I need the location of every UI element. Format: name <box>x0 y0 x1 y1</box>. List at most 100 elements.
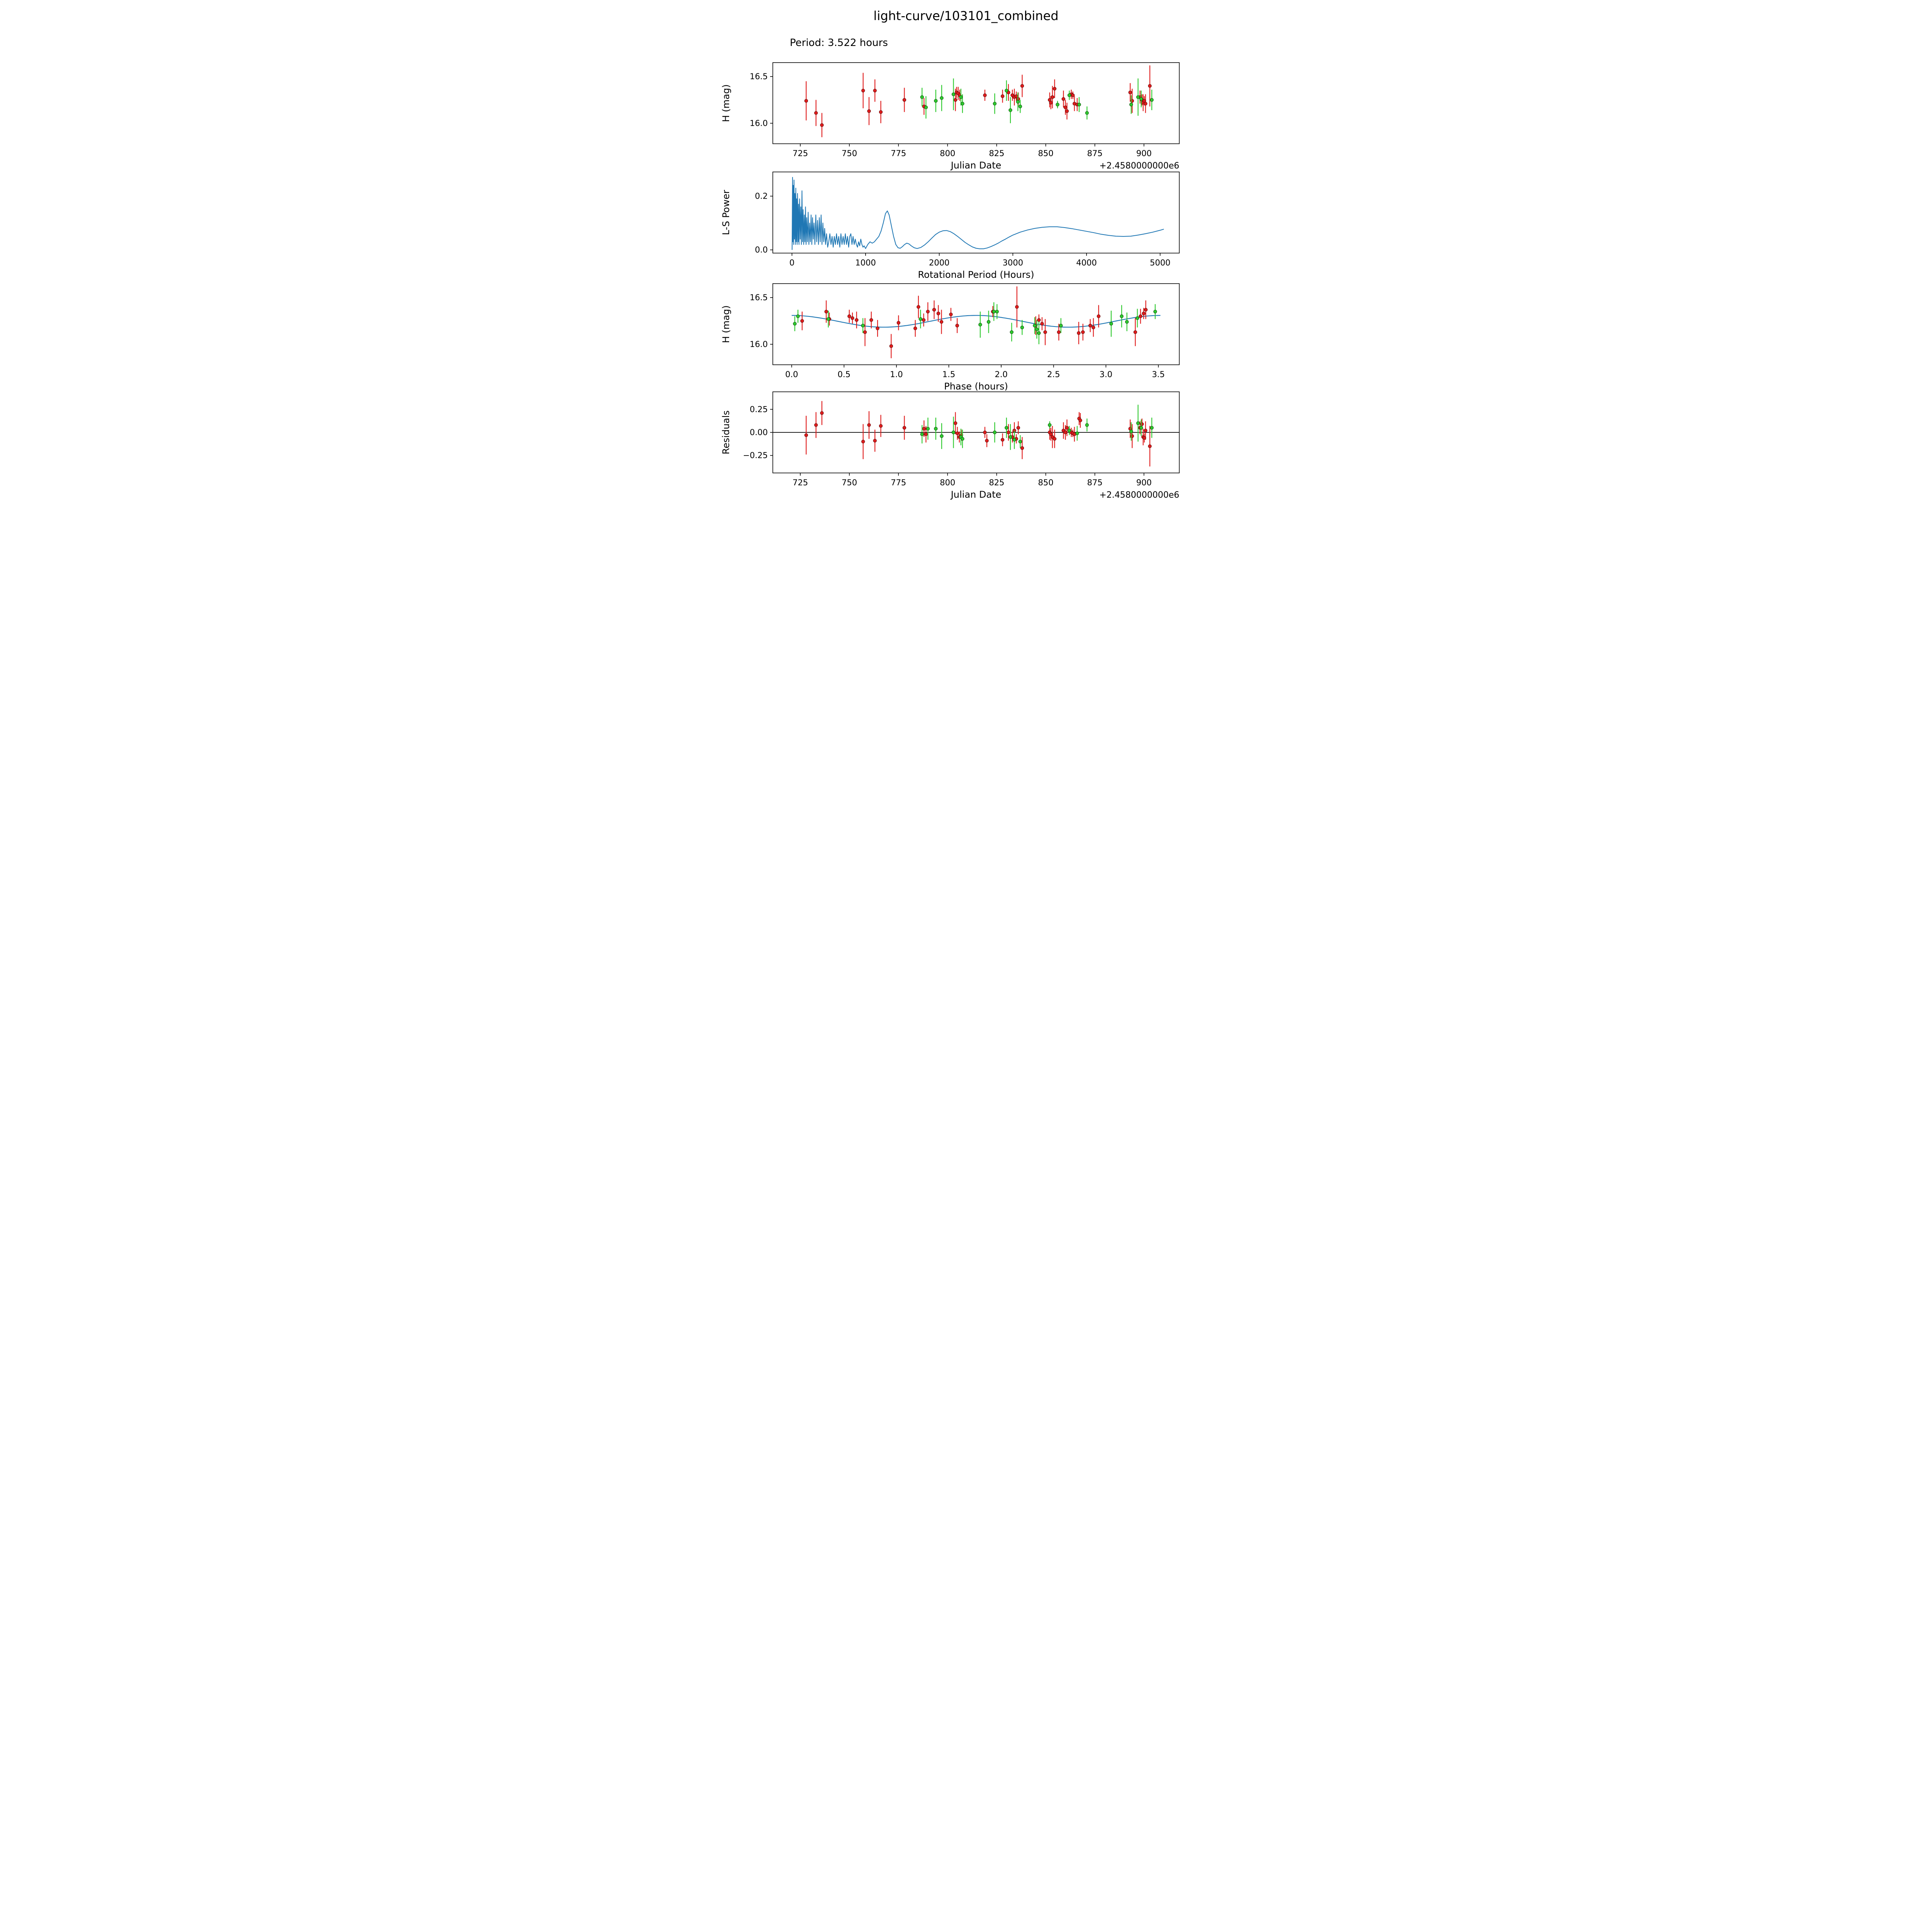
x-tick-label: 750 <box>842 478 857 487</box>
data-point <box>820 411 824 415</box>
plot-area <box>791 286 1161 359</box>
data-point <box>1097 314 1100 318</box>
data-point <box>873 439 877 443</box>
data-point <box>1143 102 1148 105</box>
data-point <box>847 314 851 318</box>
data-point <box>879 424 883 428</box>
data-point <box>993 430 997 434</box>
data-point <box>1049 101 1053 105</box>
y-tick-label: 16.0 <box>750 119 768 128</box>
data-point <box>804 433 808 437</box>
data-point <box>1050 95 1054 99</box>
data-point <box>953 98 957 102</box>
data-point <box>804 99 808 103</box>
y-axis: 16.0 16.5 <box>750 293 773 349</box>
data-point <box>1077 331 1081 335</box>
data-point <box>793 322 797 326</box>
data-point <box>1065 426 1069 430</box>
data-point <box>926 427 930 431</box>
data-point <box>879 110 883 114</box>
data-point <box>1085 111 1089 115</box>
residuals-plot: 725 750 775 800 825 850 875 900 −0.25 0.00 0.25 Jul… <box>721 391 1180 500</box>
x-tick-label: 825 <box>989 149 1004 158</box>
data-point <box>902 426 906 430</box>
data-point <box>861 323 865 328</box>
data-point <box>1144 308 1148 312</box>
data-point <box>1037 331 1041 335</box>
x-tick-label: 775 <box>891 478 906 487</box>
data-point <box>889 344 893 348</box>
data-point <box>1040 322 1044 326</box>
y-tick-label: 0.0 <box>755 245 768 255</box>
data-point <box>951 430 956 434</box>
data-point <box>1007 430 1010 434</box>
plot-area <box>773 401 1179 467</box>
x-axis-label: Phase (hours) <box>944 381 1008 392</box>
data-point <box>1014 94 1018 98</box>
data-point <box>827 317 830 321</box>
x-axis-offset-label: +2.4580000000e6 <box>1099 490 1179 500</box>
figure-title: light-curve/103101_combined <box>873 9 1059 23</box>
data-point <box>1035 327 1039 331</box>
data-point <box>1000 94 1005 98</box>
data-point <box>983 430 987 434</box>
y-axis-label: H (mag) <box>721 84 731 122</box>
data-point <box>873 88 877 93</box>
data-point <box>924 105 928 109</box>
x-tick-label: 0.0 <box>785 370 798 379</box>
x-tick-label: 1.5 <box>942 370 955 379</box>
data-point <box>1065 109 1069 113</box>
x-axis-label: Rotational Period (Hours) <box>918 269 1034 280</box>
data-point <box>1150 98 1154 102</box>
data-point <box>920 95 924 99</box>
data-point <box>1005 88 1009 93</box>
series-red <box>804 401 1152 467</box>
plot-area <box>804 65 1154 138</box>
data-point <box>936 311 940 315</box>
data-point <box>861 88 865 93</box>
y-axis-label: L-S Power <box>721 190 731 235</box>
x-axis: 725 750 775 800 825 850 875 900 <box>793 144 1152 158</box>
y-tick-label: 16.5 <box>750 72 768 81</box>
light-curve-figure: light-curve/103101_combined Period: 3.52… <box>705 0 1227 522</box>
data-point <box>796 314 800 318</box>
x-tick-label: 875 <box>1087 478 1102 487</box>
data-point <box>896 321 901 325</box>
data-point <box>1053 437 1056 441</box>
y-tick-label: 0.25 <box>750 405 768 414</box>
x-tick-label: 5000 <box>1150 258 1170 267</box>
x-tick-label: 875 <box>1087 149 1102 158</box>
data-point <box>1139 97 1143 101</box>
data-point <box>1085 423 1089 427</box>
data-point <box>1012 438 1016 442</box>
series-red <box>804 65 1152 138</box>
plot-border <box>772 283 1180 365</box>
x-axis-offset-label: +2.4580000000e6 <box>1099 161 1179 171</box>
data-point <box>986 320 991 324</box>
data-point <box>1129 429 1133 434</box>
y-tick-label: 0.2 <box>755 192 768 201</box>
y-tick-label: 16.0 <box>750 340 768 349</box>
y-tick-label: −0.25 <box>743 451 768 460</box>
data-point <box>1059 323 1063 328</box>
x-tick-label: 800 <box>940 478 955 487</box>
x-tick-label: 4000 <box>1076 258 1097 267</box>
data-point <box>820 123 824 127</box>
data-point <box>1009 108 1012 112</box>
data-point <box>1139 426 1143 430</box>
x-axis-label: Julian Date <box>950 489 1002 500</box>
x-tick-label: 725 <box>793 149 808 158</box>
sinusoid-fit-line <box>791 315 1161 328</box>
data-point <box>1148 84 1152 88</box>
data-point <box>1015 305 1019 309</box>
series-red <box>800 286 1148 359</box>
data-point <box>913 327 917 330</box>
data-point <box>918 317 922 321</box>
x-tick-label: 750 <box>842 149 857 158</box>
series-green <box>920 405 1154 450</box>
data-point <box>961 102 964 105</box>
x-tick-label: 775 <box>891 149 906 158</box>
data-point <box>1128 90 1132 94</box>
data-point <box>1061 97 1065 101</box>
period-annotation: Period: 3.522 hours <box>790 37 888 49</box>
